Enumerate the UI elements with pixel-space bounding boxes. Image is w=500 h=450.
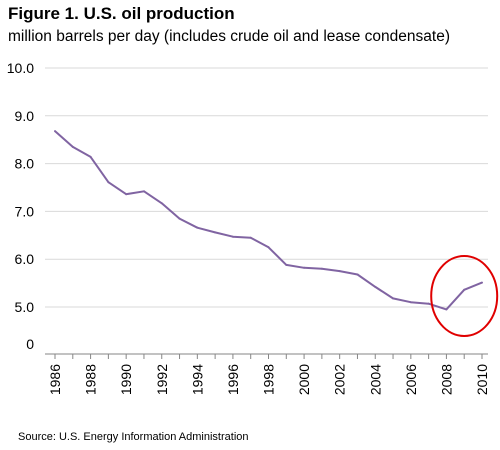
data-point	[285, 263, 288, 266]
data-point	[320, 267, 323, 270]
series-line-0	[54, 130, 483, 311]
y-tick-label: 0	[26, 336, 34, 352]
data-point	[54, 130, 56, 133]
data-point	[374, 285, 377, 288]
x-tick-label: 1986	[47, 364, 63, 395]
y-tick-label: 10.0	[7, 60, 34, 76]
data-point	[214, 231, 217, 234]
data-point	[249, 236, 252, 239]
data-point	[338, 270, 341, 273]
data-point	[142, 190, 145, 193]
annotations	[430, 255, 499, 338]
x-tick-label: 2004	[367, 364, 383, 395]
x-tick-labels: 1986 1988 1990 1992 1994 1996 1998 2000 2002 2004…	[47, 364, 490, 395]
x-tick-label: 1998	[261, 364, 277, 395]
axes	[45, 353, 488, 359]
data-point	[427, 302, 430, 305]
data-point	[392, 297, 395, 300]
x-tick-label: 2010	[474, 364, 490, 395]
data-point	[196, 226, 199, 229]
series	[54, 130, 483, 311]
x-tick-label: 2006	[403, 364, 419, 395]
y-tick-label: 7.0	[15, 203, 35, 219]
x-tick-label: 2002	[332, 364, 348, 395]
data-point	[125, 193, 128, 196]
data-point	[481, 281, 483, 284]
chart-subtitle: million barrels per day (includes crude …	[8, 28, 450, 45]
data-point	[89, 155, 92, 158]
y-tick-label: 6.0	[15, 251, 35, 267]
y-tick-label: 5.0	[15, 299, 35, 315]
y-tick-labels: 10.0 9.0 8.0 7.0 6.0 5.0 0	[7, 60, 34, 352]
x-tick-label: 1992	[154, 364, 170, 395]
data-point	[160, 202, 163, 205]
data-point	[445, 308, 448, 311]
data-point	[303, 266, 306, 269]
x-tick-label: 1988	[83, 364, 99, 395]
x-tick-label: 1994	[189, 364, 205, 395]
chart-title: Figure 1. U.S. oil production	[8, 4, 235, 23]
highlight-circle	[430, 255, 499, 338]
data-point	[231, 235, 234, 238]
data-point	[107, 181, 110, 184]
x-tick-label: 1996	[225, 364, 241, 395]
y-tick-label: 9.0	[15, 108, 35, 124]
y-tick-label: 8.0	[15, 156, 35, 172]
data-point	[463, 288, 466, 291]
x-tick-label: 2008	[438, 364, 454, 395]
gridlines	[45, 67, 488, 308]
data-point	[267, 246, 270, 249]
data-point	[71, 145, 74, 148]
x-tick-label: 1990	[118, 364, 134, 395]
data-point	[356, 273, 359, 276]
data-point	[178, 217, 181, 220]
data-point	[409, 301, 412, 304]
source-note: Source: U.S. Energy Information Administ…	[18, 431, 249, 443]
x-tick-label: 2000	[296, 364, 312, 395]
